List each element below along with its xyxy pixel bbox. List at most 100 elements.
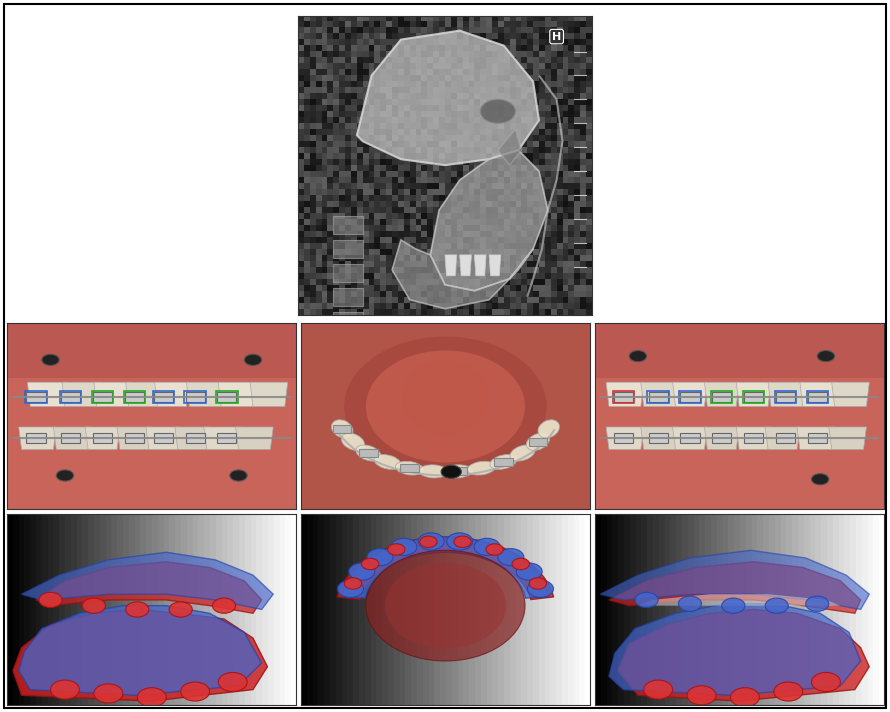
Ellipse shape (366, 350, 525, 463)
Polygon shape (618, 609, 870, 701)
FancyBboxPatch shape (93, 392, 112, 402)
Polygon shape (445, 255, 457, 276)
Ellipse shape (395, 461, 424, 475)
Circle shape (635, 592, 659, 607)
Polygon shape (19, 606, 262, 696)
Polygon shape (250, 382, 287, 407)
Circle shape (454, 536, 471, 548)
FancyBboxPatch shape (359, 449, 377, 457)
FancyBboxPatch shape (649, 392, 668, 402)
Polygon shape (146, 427, 181, 449)
Ellipse shape (490, 454, 517, 469)
FancyBboxPatch shape (681, 433, 700, 444)
Circle shape (213, 598, 236, 613)
Circle shape (361, 558, 379, 570)
Polygon shape (765, 427, 800, 449)
Circle shape (805, 596, 829, 612)
Circle shape (722, 598, 745, 613)
Circle shape (230, 470, 247, 481)
Polygon shape (609, 604, 861, 696)
Text: H: H (552, 31, 562, 41)
Polygon shape (175, 427, 210, 449)
Circle shape (388, 544, 405, 555)
Polygon shape (641, 427, 678, 449)
Polygon shape (155, 382, 190, 407)
Polygon shape (595, 323, 884, 379)
Polygon shape (236, 427, 273, 449)
Circle shape (731, 688, 759, 707)
Polygon shape (736, 382, 771, 407)
Circle shape (51, 680, 79, 699)
Circle shape (391, 538, 417, 555)
Polygon shape (490, 255, 501, 276)
Polygon shape (357, 31, 539, 165)
FancyBboxPatch shape (217, 392, 237, 402)
Circle shape (512, 558, 530, 570)
Ellipse shape (342, 433, 365, 451)
Polygon shape (62, 382, 102, 407)
Ellipse shape (467, 461, 496, 475)
FancyBboxPatch shape (27, 433, 45, 444)
Ellipse shape (374, 454, 401, 469)
Polygon shape (609, 562, 861, 613)
FancyBboxPatch shape (808, 392, 827, 402)
Polygon shape (19, 427, 56, 449)
FancyBboxPatch shape (776, 433, 795, 444)
FancyBboxPatch shape (744, 392, 763, 402)
Circle shape (125, 602, 149, 617)
Polygon shape (474, 255, 486, 276)
Ellipse shape (384, 562, 506, 649)
Circle shape (629, 350, 647, 362)
Polygon shape (334, 216, 363, 234)
Circle shape (678, 596, 701, 612)
FancyBboxPatch shape (529, 438, 547, 446)
FancyBboxPatch shape (125, 433, 144, 444)
Circle shape (528, 580, 554, 597)
Polygon shape (334, 240, 363, 258)
Circle shape (94, 684, 123, 703)
Circle shape (418, 533, 444, 550)
Ellipse shape (331, 420, 352, 438)
Ellipse shape (443, 465, 472, 478)
FancyBboxPatch shape (614, 392, 633, 402)
Circle shape (765, 598, 789, 613)
Polygon shape (498, 130, 522, 165)
Circle shape (498, 549, 524, 566)
FancyBboxPatch shape (649, 433, 668, 444)
Polygon shape (218, 382, 256, 407)
Polygon shape (28, 382, 68, 407)
Ellipse shape (538, 420, 560, 438)
Circle shape (474, 538, 500, 555)
Circle shape (643, 680, 673, 699)
Polygon shape (334, 312, 363, 330)
Circle shape (169, 602, 192, 617)
Circle shape (367, 549, 393, 566)
Polygon shape (829, 427, 867, 449)
Polygon shape (7, 323, 296, 509)
FancyBboxPatch shape (400, 464, 419, 472)
Polygon shape (768, 382, 805, 407)
Polygon shape (832, 382, 870, 407)
Polygon shape (204, 427, 241, 449)
Ellipse shape (344, 337, 546, 476)
Ellipse shape (510, 445, 535, 461)
Polygon shape (638, 595, 840, 606)
Ellipse shape (402, 360, 489, 434)
Polygon shape (53, 427, 91, 449)
Circle shape (244, 355, 262, 365)
FancyBboxPatch shape (125, 392, 144, 402)
Circle shape (486, 544, 504, 555)
Polygon shape (705, 427, 739, 449)
FancyBboxPatch shape (712, 433, 732, 444)
FancyBboxPatch shape (681, 392, 700, 402)
Circle shape (447, 533, 473, 550)
Circle shape (344, 577, 361, 590)
FancyBboxPatch shape (27, 392, 45, 402)
Polygon shape (736, 427, 771, 449)
Ellipse shape (526, 433, 549, 451)
Circle shape (812, 473, 829, 485)
FancyBboxPatch shape (776, 392, 795, 402)
Ellipse shape (419, 465, 448, 478)
Polygon shape (460, 255, 472, 276)
Polygon shape (797, 427, 835, 449)
